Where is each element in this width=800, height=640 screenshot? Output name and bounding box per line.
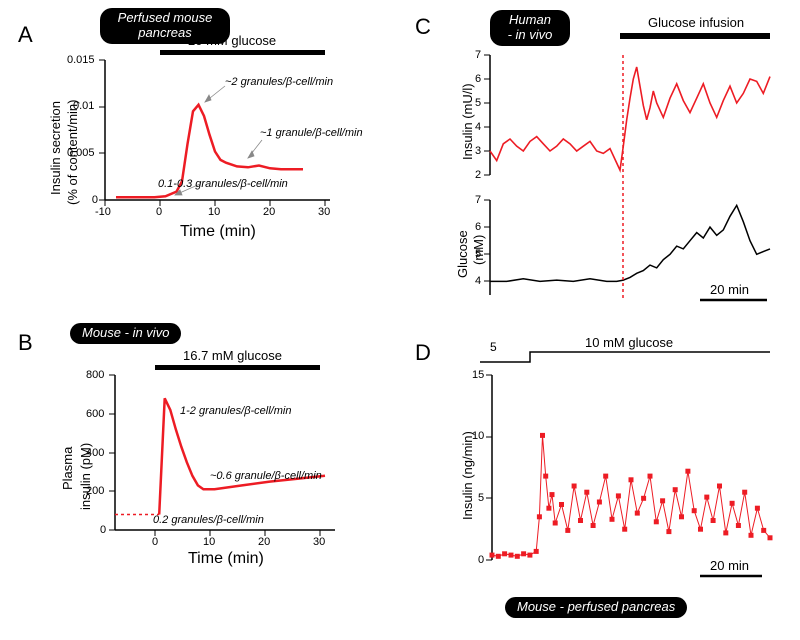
- panel-d-ytick: 0: [478, 554, 484, 566]
- panel-d-svg: [0, 0, 800, 640]
- panel-d-ylabel: Insulin (ng/min): [460, 431, 475, 520]
- panel-d-badge: Mouse - perfused pancreas: [505, 597, 687, 618]
- panel-d-stim-high: 10 mM glucose: [585, 335, 673, 350]
- panel-d-stim-low: 5: [490, 340, 497, 354]
- panel-d-ytick: 5: [478, 492, 484, 504]
- panel-d-ytick: 15: [472, 369, 484, 381]
- panel-d-scale-label: 20 min: [710, 558, 749, 573]
- panel-d-ytick: 10: [472, 430, 484, 442]
